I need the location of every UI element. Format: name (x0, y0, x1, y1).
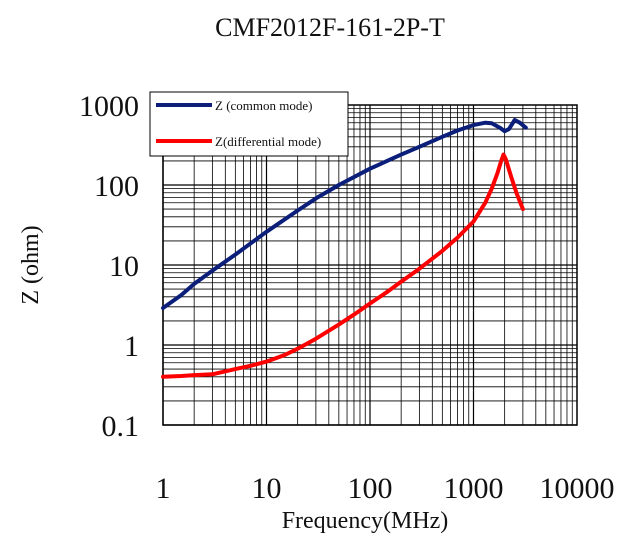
series-layer (161, 118, 528, 379)
x-tick-label: 1 (156, 472, 171, 505)
y-tick-label: 0.1 (102, 410, 140, 443)
y-tick-label: 1 (124, 330, 139, 363)
y-tick-label: 1000 (79, 90, 139, 123)
y-tick-labels: 0.1 1 10 100 1000 (79, 90, 139, 443)
y-tick-label: 100 (94, 170, 139, 203)
x-tick-label: 1000 (444, 472, 504, 505)
chart-title: CMF2012F-161-2P-T (215, 13, 445, 42)
series-line-differential-mode (161, 152, 525, 379)
y-axis-label: Z (ohm) (18, 225, 44, 304)
legend-label-common-mode: Z (common mode) (215, 98, 312, 113)
x-tick-label: 10000 (540, 472, 615, 505)
plot-grid (162, 105, 577, 426)
x-tick-labels: 1 10 100 1000 10000 (156, 472, 615, 505)
legend: Z (common mode) Z(differential mode) (149, 91, 349, 157)
plot-frame (162, 104, 578, 426)
x-axis-label: Frequency(MHz) (282, 508, 449, 534)
legend-box (149, 91, 349, 157)
y-tick-label: 10 (109, 250, 139, 283)
legend-label-differential-mode: Z(differential mode) (215, 134, 321, 149)
x-tick-label: 10 (252, 472, 282, 505)
series-line-common-mode (161, 118, 528, 310)
x-tick-label: 100 (348, 472, 393, 505)
